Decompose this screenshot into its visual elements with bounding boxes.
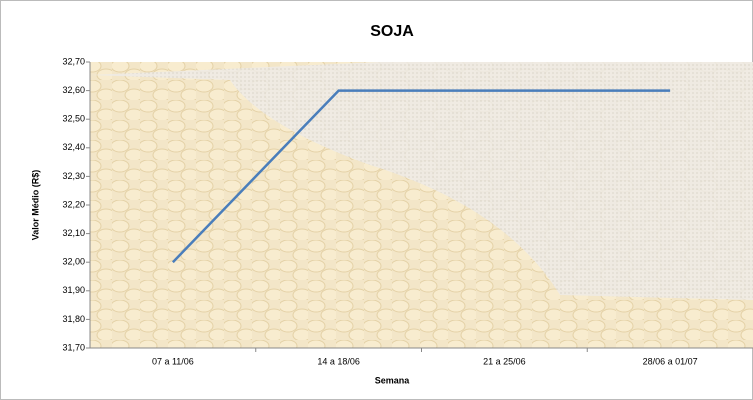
chart: SOJA Semana Valor Médio (R$) 31,70 31,80 3… bbox=[0, 0, 753, 400]
y-tick-label: 31,80 bbox=[62, 314, 85, 324]
y-tick-label: 32,60 bbox=[62, 85, 85, 95]
y-tick-label: 32,00 bbox=[62, 257, 85, 267]
x-tick-label: 07 a 11/06 bbox=[152, 356, 194, 366]
y-tick-label: 32,30 bbox=[62, 171, 85, 181]
y-tick-label: 31,70 bbox=[62, 342, 85, 352]
x-tick-label: 14 a 18/06 bbox=[317, 356, 360, 366]
chart-title: SOJA bbox=[370, 23, 414, 40]
y-tick-label: 32,50 bbox=[62, 114, 85, 124]
x-tick-label: 28/06 a 01/07 bbox=[643, 356, 698, 366]
y-tick-label: 31,90 bbox=[62, 285, 85, 295]
y-tick-label: 32,40 bbox=[62, 142, 85, 152]
x-tick-label: 21 a 25/06 bbox=[483, 356, 526, 366]
y-tick-label: 32,70 bbox=[62, 56, 85, 66]
page: {"chart_data": {"type": "line", "title":… bbox=[0, 0, 753, 400]
y-axis-title: Valor Médio (R$) bbox=[30, 170, 40, 241]
x-axis-title: Semana bbox=[375, 375, 411, 385]
y-tick-label: 32,20 bbox=[62, 199, 85, 209]
y-tick-label: 32,10 bbox=[62, 228, 85, 238]
